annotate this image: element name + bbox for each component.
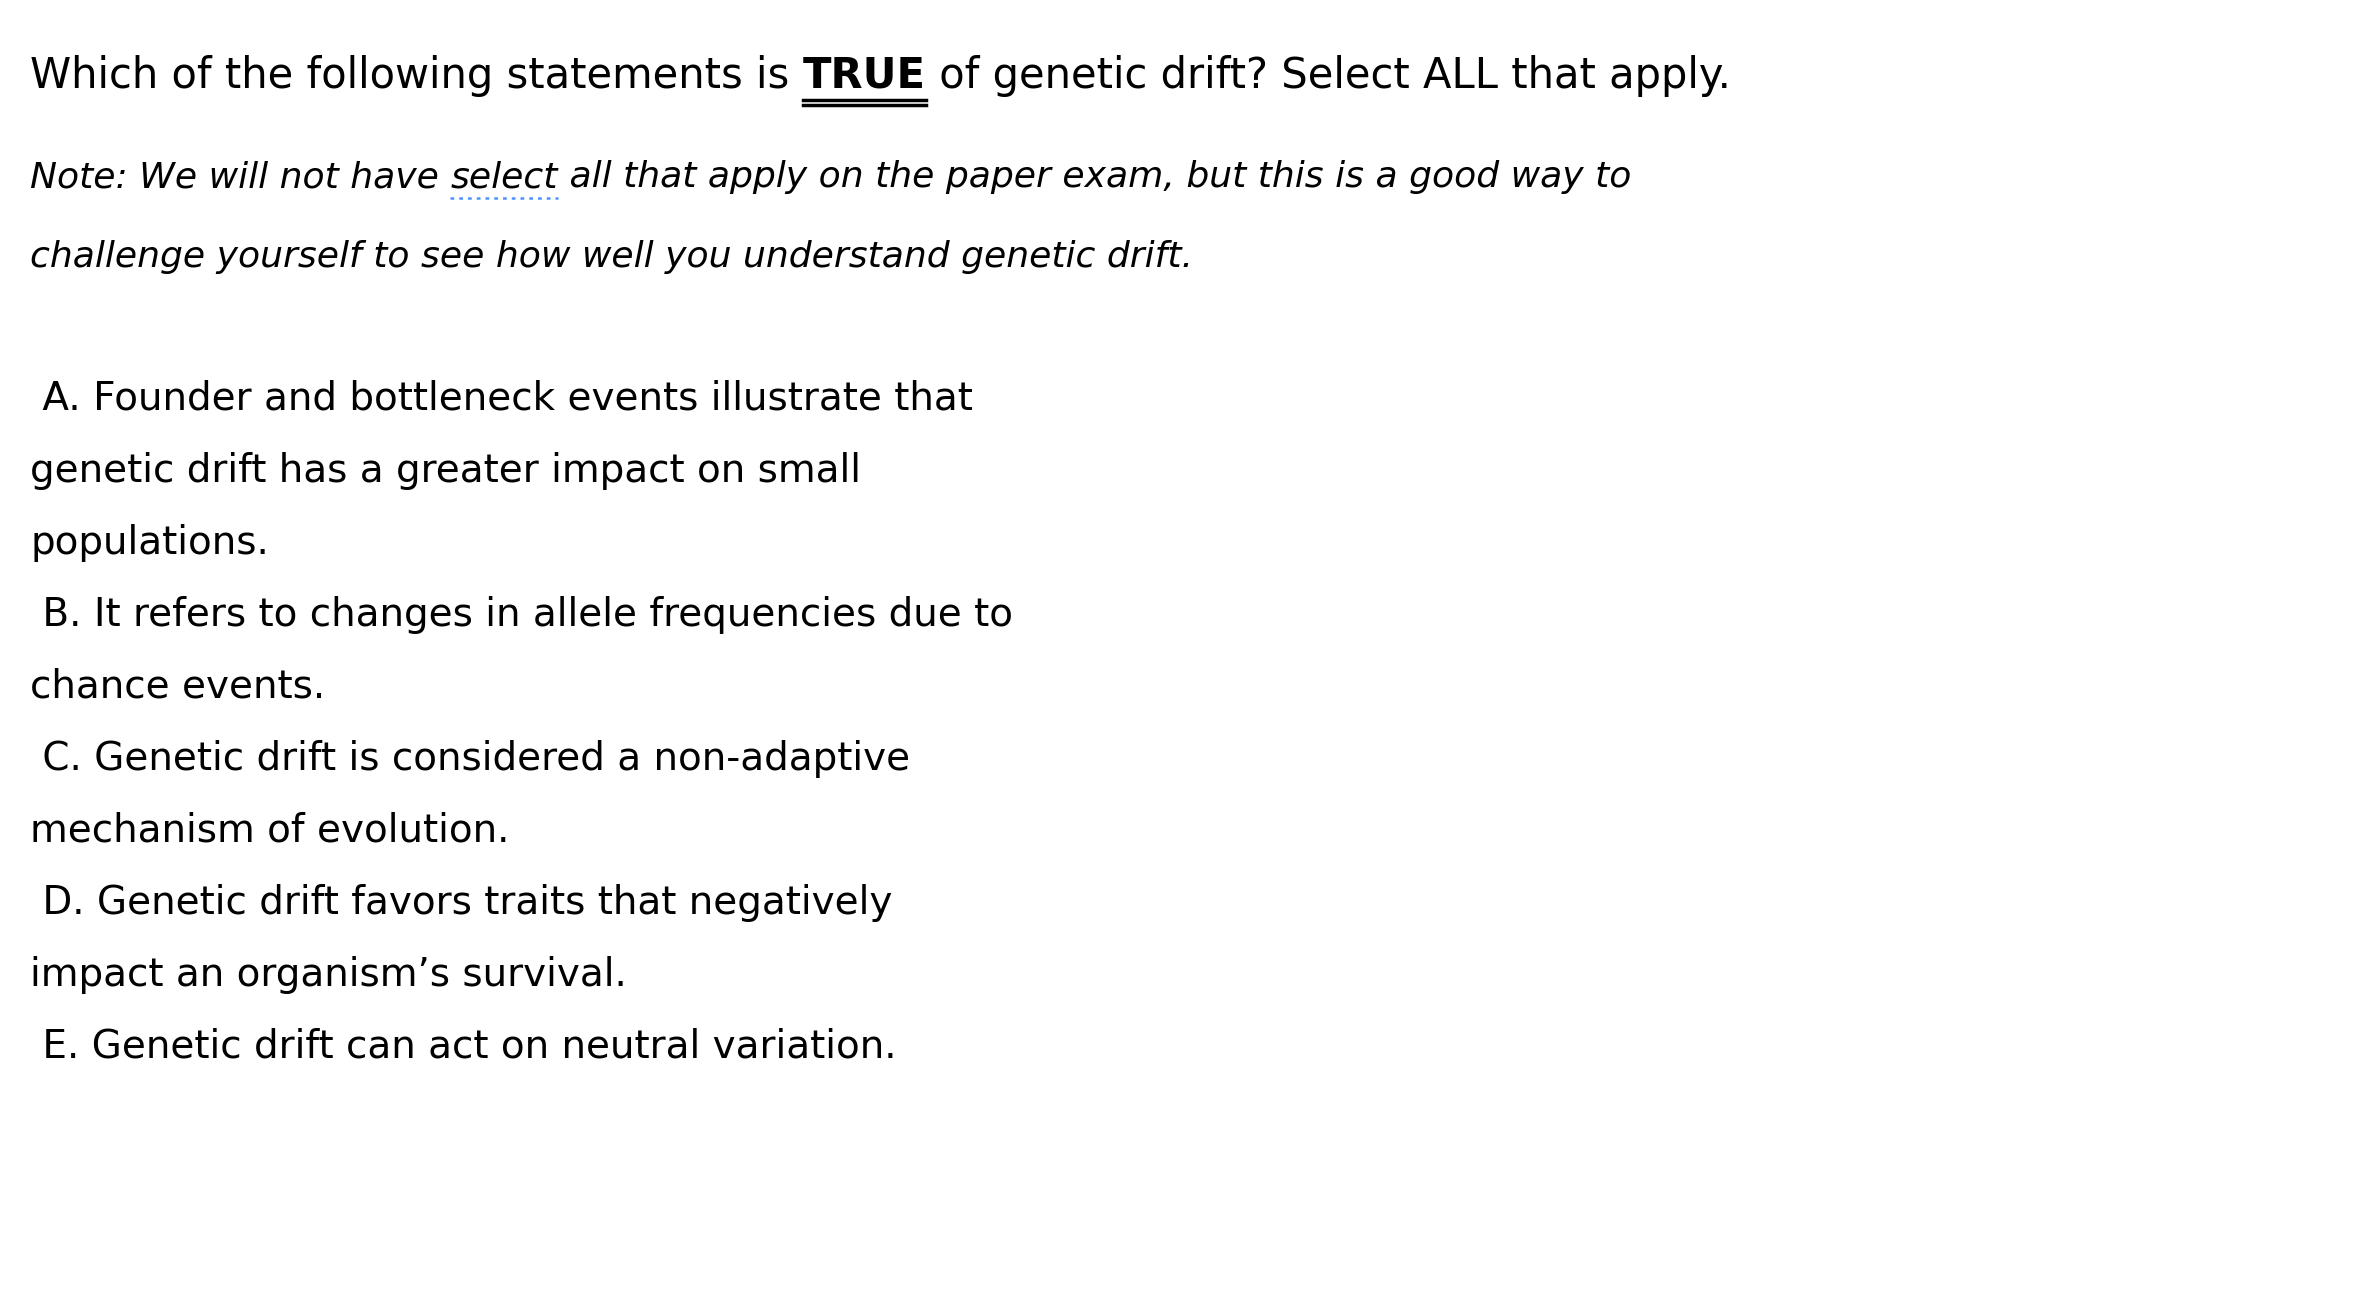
Text: populations.: populations. [31,524,269,562]
Text: challenge yourself to see how well you understand genetic drift.: challenge yourself to see how well you u… [31,240,1194,274]
Text: genetic drift has a greater impact on small: genetic drift has a greater impact on sm… [31,452,861,491]
Text: chance events.: chance events. [31,668,326,706]
Text: select: select [451,160,557,193]
Text: all that apply on the paper exam, but this is a good way to: all that apply on the paper exam, but th… [557,160,1630,193]
Text: mechanism of evolution.: mechanism of evolution. [31,813,510,850]
Text: B. It refers to changes in allele frequencies due to: B. It refers to changes in allele freque… [31,596,1012,633]
Text: TRUE: TRUE [802,55,925,97]
Text: Which of the following statements is: Which of the following statements is [31,55,802,97]
Text: A. Founder and bottleneck events illustrate that: A. Founder and bottleneck events illustr… [31,380,972,418]
Text: C. Genetic drift is considered a non-adaptive: C. Genetic drift is considered a non-ada… [31,740,911,778]
Text: Note: We will not have: Note: We will not have [31,160,451,193]
Text: D. Genetic drift favors traits that negatively: D. Genetic drift favors traits that nega… [31,884,892,922]
Text: of genetic drift? Select ALL that apply.: of genetic drift? Select ALL that apply. [925,55,1732,97]
Text: impact an organism’s survival.: impact an organism’s survival. [31,957,627,994]
Text: E. Genetic drift can act on neutral variation.: E. Genetic drift can act on neutral vari… [31,1028,896,1066]
